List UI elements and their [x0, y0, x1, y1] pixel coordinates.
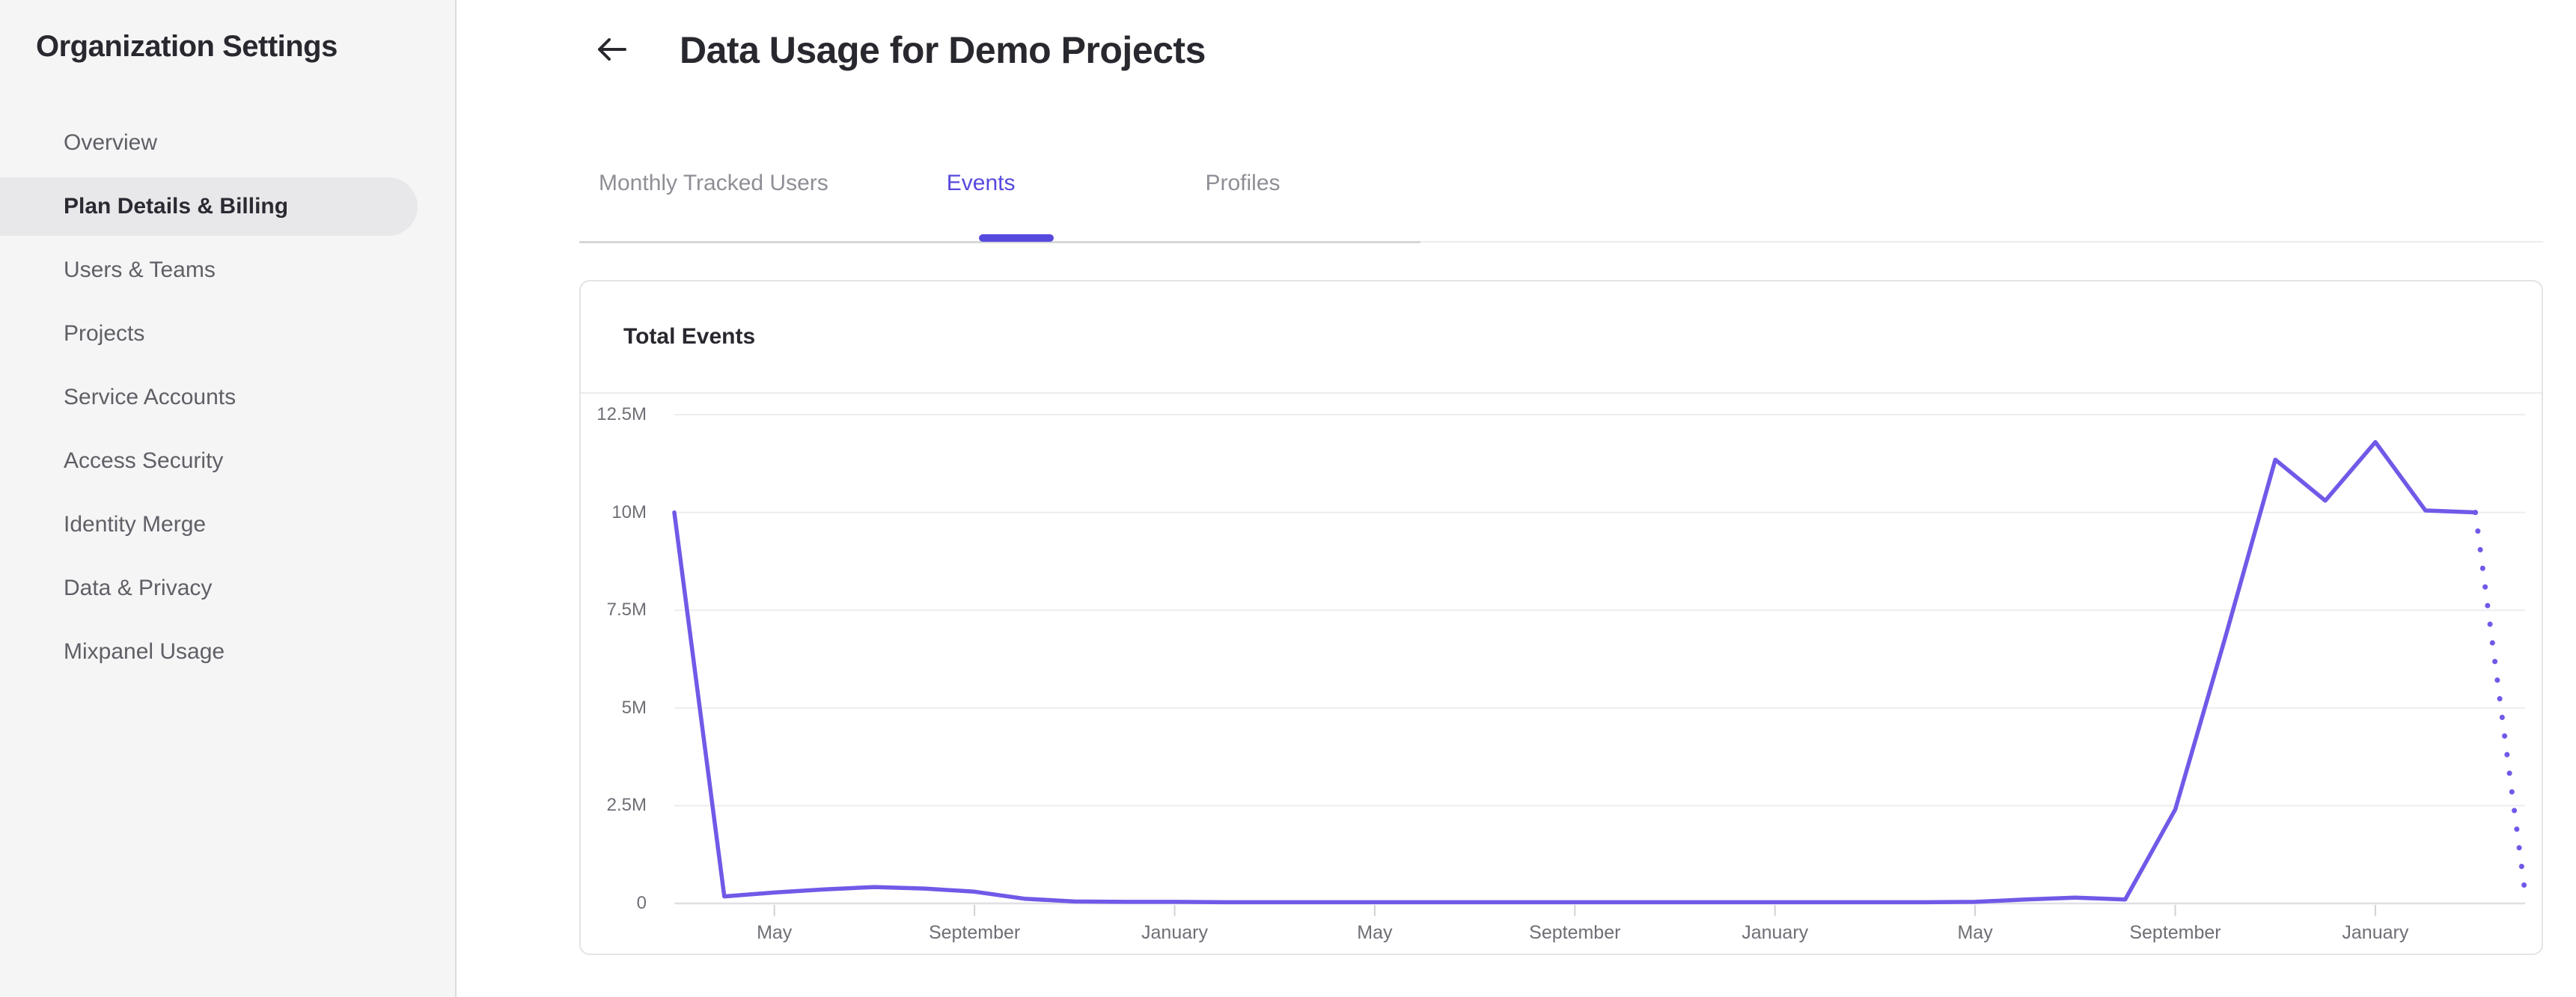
y-axis-label: 7.5M [606, 600, 647, 621]
y-axis-label: 10M [611, 501, 647, 522]
card-header: Total Events [581, 281, 2542, 394]
card-title: Total Events [623, 324, 756, 349]
active-tab-underline [979, 234, 1054, 242]
x-axis-label: May [757, 922, 793, 943]
x-axis-label: September [2129, 922, 2221, 943]
total-events-card: Total Events 0 2.5M 5M 7.5M 10M 12.5M May Septe… [579, 280, 2543, 955]
total-events-line [672, 439, 2478, 905]
y-axis-label: 0 [636, 893, 647, 913]
arrow-left-icon [591, 30, 630, 73]
x-axis-label: September [1529, 922, 1621, 943]
sidebar-nav: Overview Plan Details & Billing Users & Te… [0, 114, 457, 686]
x-axis-label: May [1957, 922, 1993, 943]
y-axis-label: 5M [621, 697, 647, 718]
sidebar-item-overview[interactable]: Overview [64, 130, 158, 155]
tab-profiles[interactable]: Profiles [1205, 171, 1281, 195]
sidebar-title: Organization Settings [36, 30, 338, 63]
x-axis-label: January [1742, 922, 1809, 943]
sidebar: Organization Settings Overview Plan Detai… [0, 0, 457, 997]
page-title: Data Usage for Demo Projects [680, 29, 1206, 71]
sidebar-item-service-accounts[interactable]: Service Accounts [64, 385, 236, 409]
sidebar-item-mixpanel-usage[interactable]: Mixpanel Usage [64, 639, 225, 664]
sidebar-item-projects[interactable]: Projects [64, 321, 145, 346]
x-axis-label: January [2342, 922, 2409, 943]
sidebar-item-users-teams[interactable]: Users & Teams [64, 257, 216, 282]
sidebar-item-data-privacy[interactable]: Data & Privacy [64, 576, 213, 600]
tabs-bar: Monthly Tracked Users Events Profiles [579, 166, 2543, 243]
y-axis-label: 2.5M [606, 795, 647, 816]
tab-events[interactable]: Events [946, 171, 1016, 195]
total-events-chart[interactable]: 0 2.5M 5M 7.5M 10M 12.5M May September January Ma… [581, 281, 2542, 954]
back-button[interactable] [590, 30, 632, 72]
projected-events-dotted-line [2473, 510, 2528, 899]
tab-list: Monthly Tracked Users Events Profiles [599, 166, 1281, 196]
y-axis-label: 12.5M [596, 404, 647, 424]
sidebar-item-plan-details-billing[interactable]: Plan Details & Billing [0, 177, 418, 236]
tabs-border-dark [579, 241, 1420, 243]
sidebar-item-access-security[interactable]: Access Security [64, 448, 224, 473]
x-axis-label: September [928, 922, 1021, 943]
tabs-border [579, 241, 2543, 243]
x-axis-label: January [1141, 922, 1208, 943]
chart-canvas [672, 414, 2528, 916]
sidebar-item-identity-merge[interactable]: Identity Merge [64, 512, 207, 537]
x-axis-label: May [1357, 922, 1393, 943]
tab-monthly-tracked-users[interactable]: Monthly Tracked Users [599, 171, 828, 195]
